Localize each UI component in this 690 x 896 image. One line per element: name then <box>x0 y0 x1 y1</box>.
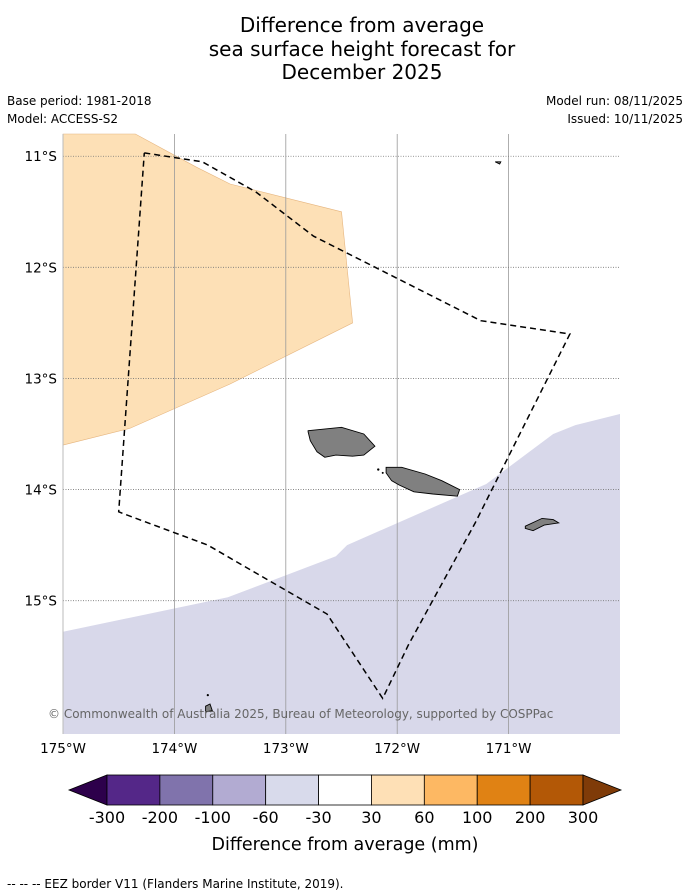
issued-text: Issued: 10/11/2025 <box>567 112 683 126</box>
colorbar-low-extension <box>67 774 108 806</box>
colorbar-tick-label: -100 <box>195 808 231 827</box>
island <box>205 703 213 713</box>
map-figure: 11°S 12°S 13°S 14°S 15°S 175°W 174°W 173°W 172°… <box>25 133 623 855</box>
map-area <box>62 133 620 734</box>
title-line-2: sea surface height forecast for <box>208 36 516 61</box>
negative-anomaly-region <box>63 414 620 734</box>
longitude-label: 173°W <box>263 741 309 757</box>
longitude-label: 172°W <box>374 741 420 757</box>
colorbar-tick-label: -60 <box>253 808 279 827</box>
eez-border <box>117 152 572 700</box>
colorbar-tick-label: 200 <box>515 808 546 827</box>
model-run-text: Model run: 08/11/2025 <box>545 94 683 108</box>
positive-anomaly-region <box>62 133 353 446</box>
colorbar-bin <box>476 774 531 806</box>
colorbar-tick-label: -30 <box>305 808 331 827</box>
colorbar-bin <box>212 774 267 806</box>
longitude-label: 174°W <box>151 741 197 757</box>
colorbar-bin <box>318 774 372 806</box>
copyright-text: © Commonwealth of Australia 2025, Bureau… <box>48 707 553 721</box>
title-line-1: Difference from average <box>239 13 485 37</box>
colorbar-bin <box>423 774 478 806</box>
latitude-label: 14°S <box>25 483 58 499</box>
island <box>385 466 461 497</box>
island <box>495 161 502 165</box>
colorbar-tick-label: -300 <box>89 808 125 827</box>
latitude-label: 15°S <box>25 594 58 610</box>
island <box>307 426 376 458</box>
latitude-label: 12°S <box>25 260 58 276</box>
latitude-label: 13°S <box>25 371 58 387</box>
latitude-label: 11°S <box>25 149 58 165</box>
longitude-label: 171°W <box>486 741 532 757</box>
eez-footnote: -- -- -- EEZ border V11 (Flanders Marine… <box>7 877 344 891</box>
longitude-label: 175°W <box>40 741 86 757</box>
latitude-labels: 11°S 12°S 13°S 14°S 15°S <box>25 149 58 609</box>
model-text: Model: ACCESS-S2 <box>7 112 119 126</box>
islet <box>206 694 209 697</box>
colorbar-title: Difference from average (mm) <box>211 835 478 855</box>
colorbar-bin <box>106 774 161 806</box>
colorbar: -300 -200 -100 -60 -30 30 60 100 200 300 <box>67 774 623 827</box>
map-title: Difference from average sea surface heig… <box>0 13 690 85</box>
longitude-labels: 175°W 174°W 173°W 172°W 171°W <box>40 741 531 757</box>
islet <box>381 471 384 474</box>
colorbar-tick-label: 100 <box>462 808 493 827</box>
colorbar-tick-label: 30 <box>361 808 381 827</box>
colorbar-tick-label: 300 <box>568 808 599 827</box>
colorbar-bin <box>371 774 425 806</box>
colorbar-high-extension <box>582 774 623 806</box>
islet <box>377 468 380 471</box>
colorbar-tick-label: -200 <box>142 808 178 827</box>
island <box>524 517 561 532</box>
colorbar-bin <box>529 774 584 806</box>
colorbar-bin <box>265 774 319 806</box>
title-line-3: December 2025 <box>281 60 443 84</box>
colorbar-tick-label: 60 <box>414 808 434 827</box>
colorbar-bin <box>159 774 214 806</box>
base-period-text: Base period: 1981-2018 <box>7 94 152 108</box>
